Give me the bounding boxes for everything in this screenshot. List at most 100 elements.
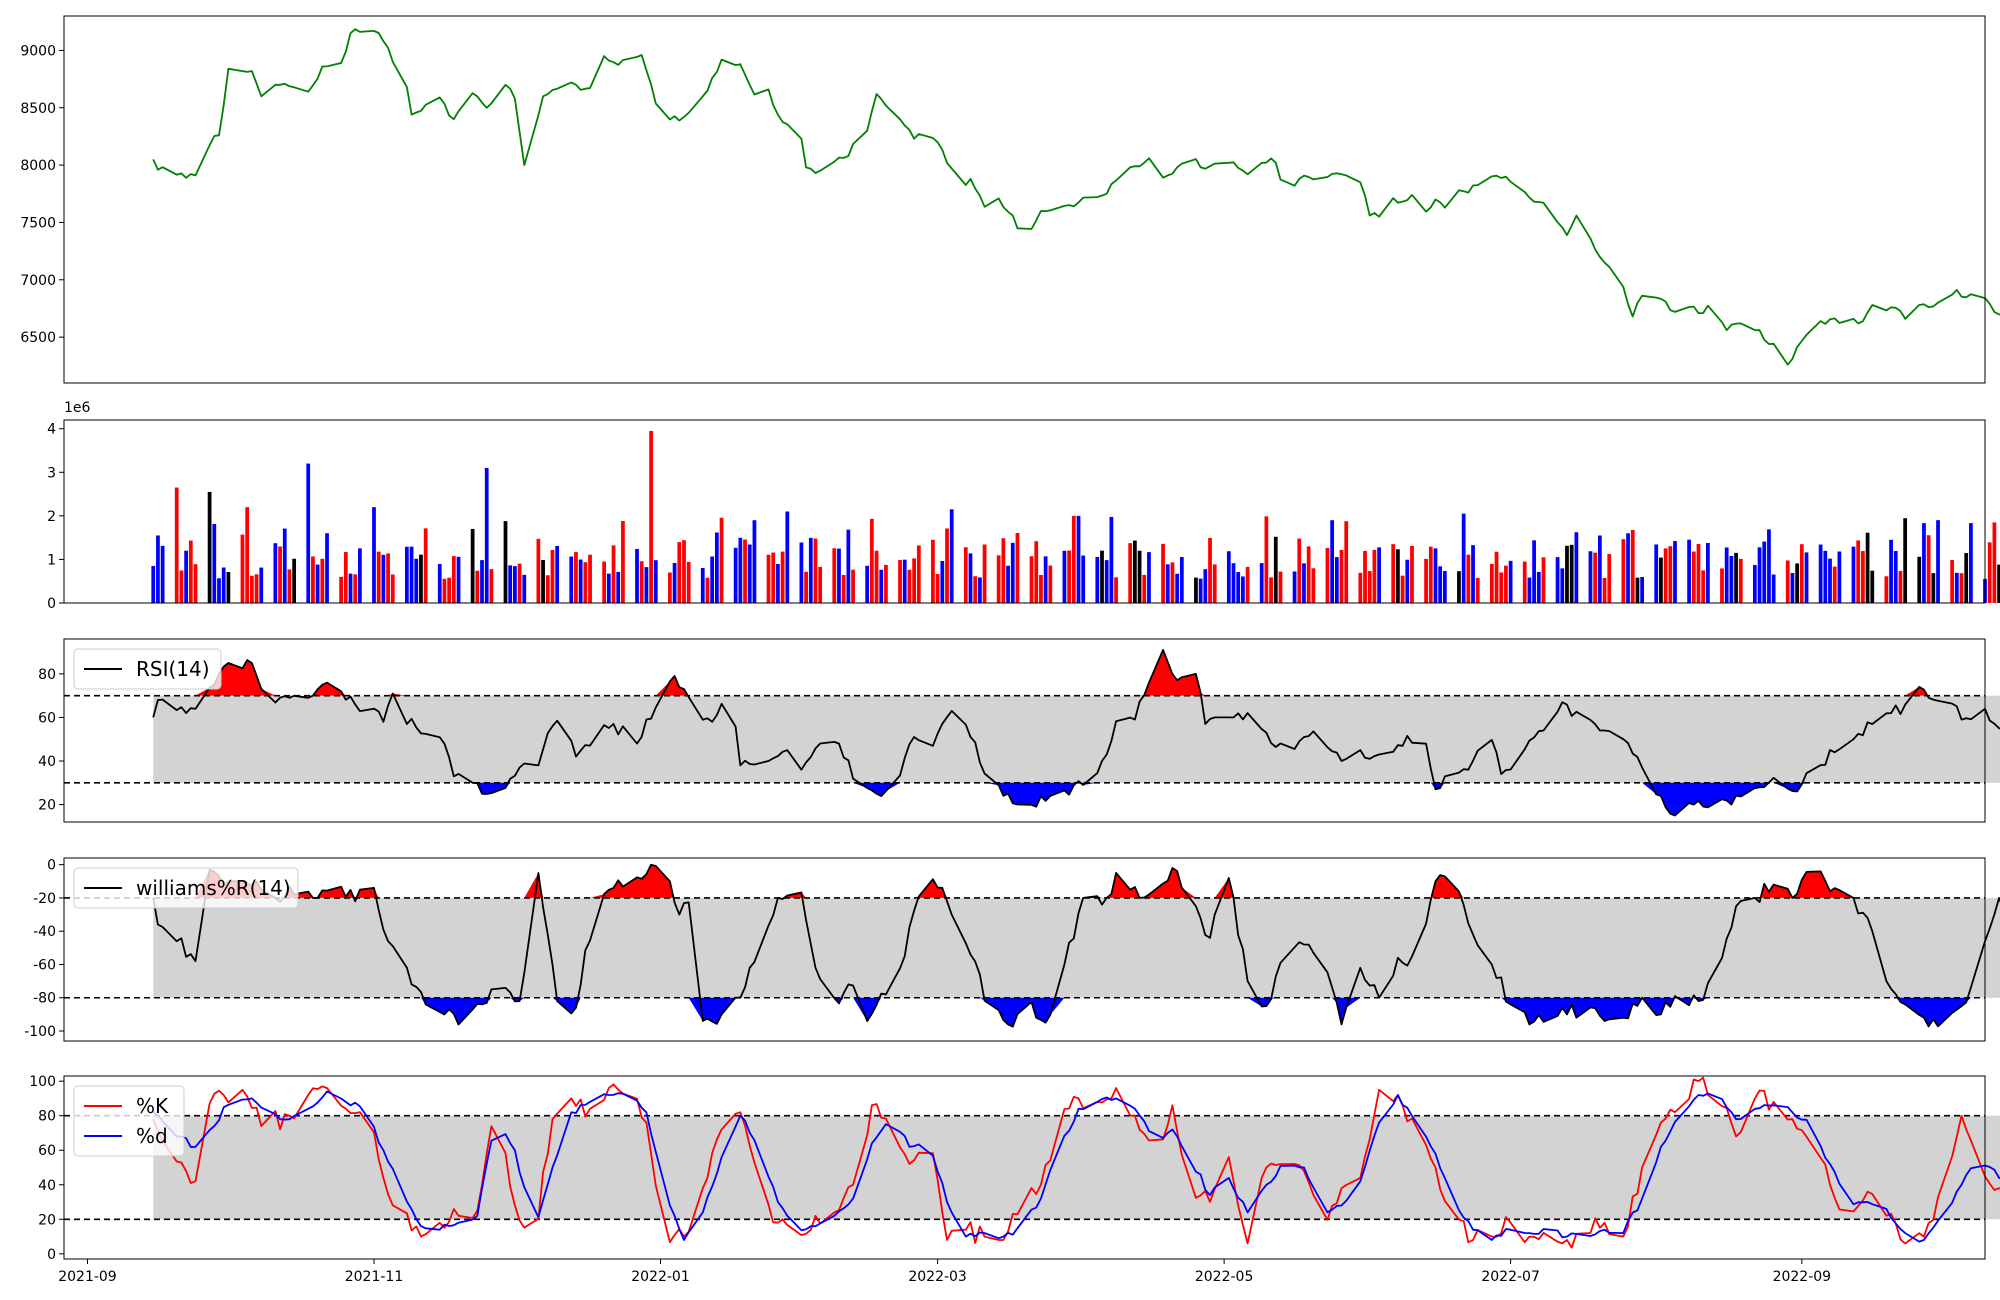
volume-bar [733,547,738,603]
volume-bar [1029,556,1034,603]
volume-bar [1950,559,1955,603]
volume-bar [480,560,484,603]
volume-bar [1729,556,1734,603]
volume-bar [700,567,705,603]
volume-bar [776,564,780,603]
volume-tick-label: 0 [47,596,56,612]
volume-bar [1391,544,1396,603]
volume-bar [522,574,527,603]
volume-bar [1325,547,1330,603]
volume-bar [353,574,358,603]
volume-bar [1410,545,1414,603]
volume-bar [151,565,156,603]
williams-tick-label: -40 [33,924,56,940]
volume-bar [311,556,315,603]
volume-bar [156,535,160,603]
volume-bar [1541,557,1546,603]
volume-bar [555,545,560,603]
stochastic-tick-label: 20 [38,1212,56,1228]
volume-bar [1635,577,1640,603]
volume-bar [1673,541,1677,603]
volume-bar [1198,578,1203,603]
volume-bar [1278,571,1283,603]
volume-bar [1203,569,1208,603]
volume-bar [1489,563,1494,603]
stochastic-band [153,1115,2000,1220]
volume-bar [193,564,198,603]
volume-bar [949,509,954,603]
volume-bar [376,551,381,603]
volume-bar [898,560,902,603]
williams-tick-label: 0 [47,858,56,874]
volume-bar [1424,558,1428,603]
volume-bar [1640,576,1645,603]
volume-bar [1499,572,1504,603]
volume-bar [1438,566,1443,603]
volume-bar [574,552,578,603]
volume-bar [1137,550,1142,603]
volume-bar [1865,532,1870,603]
volume-bar [1236,572,1241,603]
volume-bar [212,523,217,603]
volume-bar [583,562,588,603]
rsi-tick-label: 40 [38,754,56,770]
volume-bar [456,556,461,603]
williams-frame [63,857,1986,1042]
volume-bar [221,567,226,603]
volume-bar [1959,573,1964,603]
volume-bar [1400,575,1405,603]
volume-bar [1212,564,1217,603]
volume-bar [179,570,184,603]
volume-bar [1132,540,1137,603]
volume-bar [1461,513,1466,603]
price-tick-label: 6500 [20,330,56,346]
stochastic-frame [63,1075,1986,1260]
volume-bar [1114,577,1118,603]
volume-bar [874,550,879,603]
volume-bar [1828,558,1832,603]
volume-bar [1884,576,1889,603]
volume-bar [719,517,724,603]
volume-bar [513,566,517,603]
volume-bar [1297,538,1302,603]
volume-bar [578,559,583,603]
volume-bar [1245,566,1250,603]
volume-frame [63,419,1986,604]
volume-bar [282,528,287,603]
volume-bar [1555,557,1560,603]
volume-bar [1147,552,1151,603]
williams-oversold-fill [153,997,2000,1027]
volume-bar [1226,551,1231,603]
volume-bar [682,540,686,603]
volume-bar [1015,533,1020,603]
volume-bar [752,520,757,603]
volume-bar [832,548,837,603]
x-tick-label: 2022-01 [631,1269,690,1285]
williams-series-line-0 [152,863,2000,1028]
volume-bar [653,560,658,603]
volume-bar [1799,544,1804,603]
volume-bar [799,542,804,603]
volume-bar [442,578,447,603]
volume-bar [386,553,390,603]
volume-bar [414,558,419,603]
volume-bar [1071,515,1076,603]
volume-bar [1536,571,1541,603]
volume-tick-label: 4 [47,422,56,438]
volume-bar [292,558,297,603]
williams-tick-label: -100 [24,1024,56,1040]
volume-bar [1095,556,1100,603]
volume-bar [569,556,574,603]
volume-bar [1311,568,1316,603]
volume-bar [278,546,282,603]
volume-bar [1851,546,1856,603]
volume-bar [1043,556,1048,603]
volume-bar [489,569,494,603]
volume-bar [1560,568,1565,603]
volume-bar [475,570,480,603]
volume-bar [747,544,752,603]
volume-bar [1062,550,1067,603]
volume-bar [1626,533,1630,603]
volume-bar [912,558,917,603]
volume-bar [315,564,320,603]
